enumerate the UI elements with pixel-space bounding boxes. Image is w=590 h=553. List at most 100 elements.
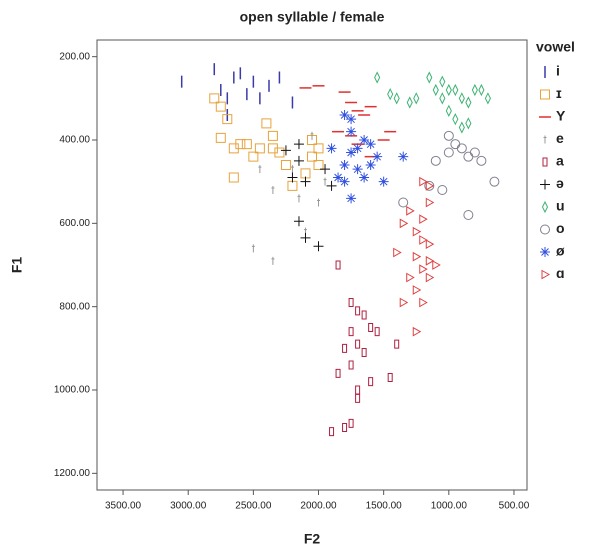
- point: [346, 193, 357, 204]
- point: [450, 139, 461, 150]
- point: [412, 251, 422, 262]
- point: [432, 83, 439, 97]
- point: [478, 83, 485, 97]
- legend-label: ɪ: [556, 85, 562, 101]
- legend-swatch: [542, 157, 548, 167]
- legend-label: e: [556, 130, 564, 146]
- x-tick-label: 1000.00: [431, 501, 468, 512]
- point: [271, 186, 275, 194]
- point: [297, 194, 301, 203]
- y-axis-title: F1: [9, 257, 25, 274]
- legend-swatch: [540, 89, 550, 100]
- point: [452, 113, 459, 126]
- y-tick-label: 400.00: [59, 135, 90, 146]
- point: [432, 260, 441, 270]
- point: [300, 176, 311, 187]
- point: [368, 323, 374, 332]
- point: [287, 172, 298, 183]
- point: [425, 197, 435, 208]
- point: [484, 92, 491, 105]
- point: [346, 126, 357, 137]
- point: [452, 83, 459, 97]
- point: [209, 93, 220, 104]
- point: [430, 155, 441, 166]
- point: [254, 143, 265, 154]
- chart-title: open syllable / female: [240, 9, 385, 25]
- point: [355, 393, 361, 403]
- point: [329, 427, 335, 437]
- point: [406, 205, 415, 216]
- point: [374, 71, 381, 84]
- x-tick-label: 3500.00: [105, 501, 142, 512]
- point: [359, 172, 370, 183]
- point: [419, 235, 428, 245]
- point: [394, 339, 400, 349]
- point: [215, 132, 226, 143]
- point: [378, 176, 389, 187]
- legend-swatch: [540, 179, 550, 190]
- point: [463, 210, 474, 220]
- point: [346, 114, 357, 125]
- point: [320, 164, 331, 175]
- point: [293, 216, 304, 227]
- point: [267, 130, 278, 141]
- point: [348, 327, 354, 337]
- point: [346, 147, 357, 158]
- point: [222, 114, 233, 125]
- point: [248, 151, 259, 162]
- point: [333, 172, 344, 183]
- point: [445, 104, 452, 117]
- point: [425, 239, 435, 250]
- legend-swatch: [540, 247, 550, 257]
- point: [399, 218, 409, 229]
- y-tick-label: 1200.00: [54, 468, 91, 479]
- point: [271, 256, 275, 265]
- point: [458, 121, 465, 134]
- point: [348, 360, 354, 370]
- point: [439, 75, 446, 88]
- legend-swatch: [543, 135, 547, 144]
- point: [274, 147, 285, 158]
- point: [426, 71, 433, 84]
- point: [335, 368, 341, 378]
- point: [313, 241, 324, 252]
- x-tick-label: 2000.00: [300, 501, 337, 512]
- point: [412, 326, 422, 337]
- point: [406, 272, 415, 283]
- point: [425, 255, 435, 266]
- y-tick-label: 600.00: [59, 218, 90, 229]
- point: [393, 247, 402, 258]
- point: [374, 327, 380, 337]
- point: [361, 310, 367, 320]
- point: [228, 143, 239, 154]
- point: [443, 147, 454, 158]
- point: [355, 306, 361, 316]
- point: [355, 385, 361, 395]
- point: [412, 285, 422, 295]
- point: [300, 168, 311, 179]
- point: [465, 96, 472, 109]
- legend-label: ø: [556, 243, 565, 259]
- point: [437, 185, 448, 195]
- legend-label: i: [556, 63, 560, 79]
- point: [287, 180, 298, 191]
- point: [339, 176, 350, 187]
- point: [323, 177, 327, 186]
- point: [368, 377, 374, 387]
- point: [419, 176, 428, 187]
- point: [215, 101, 226, 112]
- point: [241, 139, 252, 150]
- point: [228, 172, 239, 183]
- legend-swatch: [541, 269, 551, 280]
- point: [387, 373, 393, 382]
- point: [365, 160, 376, 170]
- point: [342, 343, 348, 353]
- point: [469, 147, 480, 158]
- point: [339, 110, 350, 120]
- point: [280, 160, 291, 170]
- point: [326, 180, 337, 191]
- point: [471, 83, 478, 97]
- point: [251, 244, 255, 253]
- point: [425, 272, 435, 283]
